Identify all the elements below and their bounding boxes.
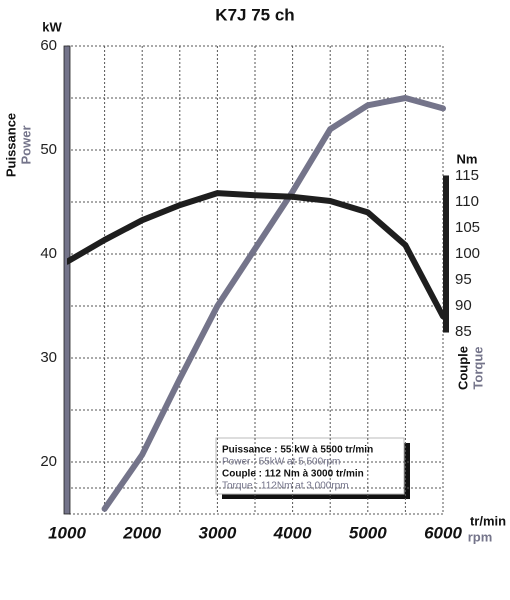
legend-text: Power : 55kW at 5,500rpm: [222, 457, 340, 468]
y-label: Puissance: [3, 113, 18, 177]
legend-text: Torque : 112Nm at 3,000rpm: [222, 481, 349, 492]
y2-label: Couple: [455, 346, 470, 390]
y2-tick-label: 85: [455, 323, 472, 340]
y-tick-label: 20: [40, 453, 57, 470]
y-label-en: Power: [18, 125, 33, 164]
y-axis-bar: [63, 45, 71, 515]
x-tick-label: 1000: [48, 523, 86, 542]
y2-tick-label: 115: [455, 167, 479, 184]
y-tick-label: 30: [40, 349, 57, 366]
series-line: [101, 95, 446, 512]
legend-text: Puissance : 55 kW à 5500 tr/min: [222, 445, 373, 456]
y2-tick-label: 105: [455, 219, 480, 236]
x-unit: tr/min: [470, 513, 506, 528]
x-tick-label: 3000: [198, 523, 236, 542]
x-unit-en: rpm: [468, 529, 493, 544]
y-tick-label: 40: [40, 245, 57, 262]
legend-bg: [215, 437, 405, 495]
x-tick-label: 5000: [349, 523, 387, 542]
y-unit: kW: [42, 19, 62, 34]
series-line: [67, 190, 446, 320]
y2-tick-label: 100: [455, 245, 480, 262]
y2-tick-label: 90: [455, 297, 472, 314]
chart-title: K7J 75 ch: [215, 5, 294, 24]
y2-unit: Nm: [457, 151, 478, 166]
y2-label-en: Torque: [470, 346, 485, 389]
x-tick-label: 4000: [273, 523, 312, 542]
y2-axis-bar: [443, 176, 449, 332]
x-tick-label: 6000: [424, 523, 462, 542]
x-tick-label: 2000: [122, 523, 161, 542]
legend-text: Couple : 112 Nm à 3000 tr/min: [222, 469, 364, 480]
y2-tick-label: 110: [455, 193, 479, 210]
y-tick-label: 60: [40, 37, 57, 54]
y-tick-label: 50: [40, 141, 57, 158]
legend-box: [215, 437, 410, 499]
y2-tick-label: 95: [455, 271, 472, 288]
